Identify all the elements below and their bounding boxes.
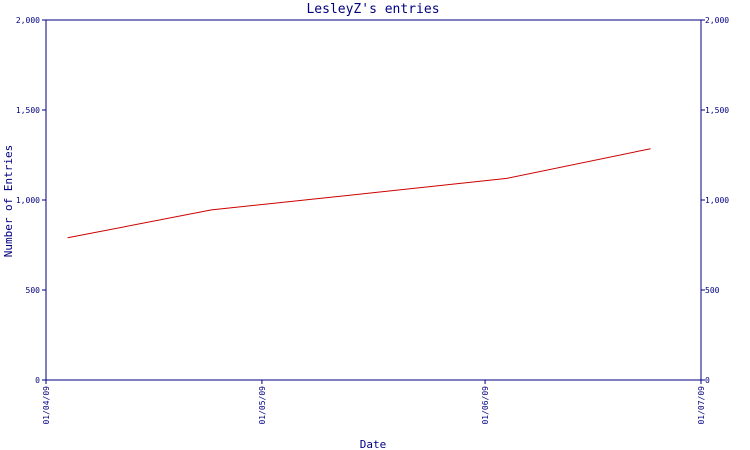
y-tick-label-right: 1,500 bbox=[705, 106, 729, 115]
y-tick-label-right: 2,000 bbox=[705, 16, 729, 25]
x-tick-label: 01/04/09 bbox=[42, 386, 51, 425]
x-axis-label: Date bbox=[360, 438, 387, 450]
y-tick-label-right: 0 bbox=[705, 376, 710, 385]
series-layer bbox=[67, 148, 651, 239]
chart-title: LesleyZ's entries bbox=[306, 2, 439, 17]
x-tick-label: 01/06/09 bbox=[481, 386, 490, 425]
series-line bbox=[67, 148, 651, 239]
y-tick-label-left: 1,500 bbox=[16, 106, 40, 115]
y-tick-label-right: 1,000 bbox=[705, 196, 729, 205]
y-tick-label-right: 500 bbox=[705, 286, 720, 295]
y-axis-label: Number of Entries bbox=[2, 145, 15, 258]
x-tick-label: 01/05/09 bbox=[258, 386, 267, 425]
y-tick-label-left: 1,000 bbox=[16, 196, 40, 205]
y-axis-ticks: 0 0 500 500 1,000 1,000 1,500 1,500 2,000 2,000 bbox=[16, 16, 729, 385]
x-axis-ticks: 01/04/09 01/05/09 01/06/09 01/07/09 bbox=[42, 380, 706, 425]
x-tick-label: 01/07/09 bbox=[697, 386, 706, 425]
y-tick-label-left: 2,000 bbox=[16, 16, 40, 25]
y-tick-label-left: 0 bbox=[35, 376, 40, 385]
y-tick-label-left: 500 bbox=[26, 286, 41, 295]
